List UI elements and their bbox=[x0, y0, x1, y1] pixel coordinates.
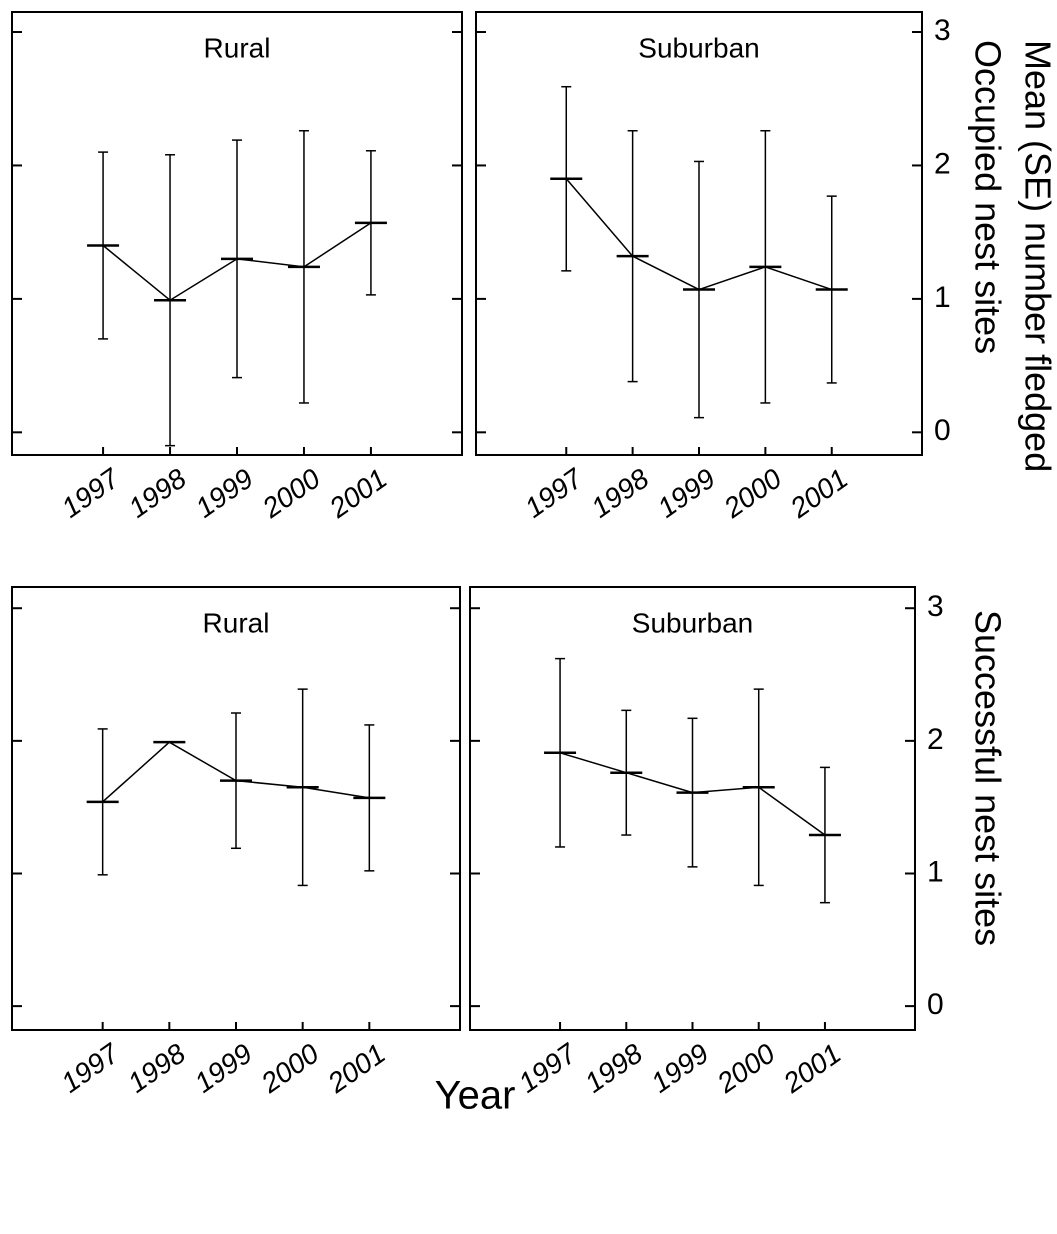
panel-title: Suburban bbox=[632, 607, 753, 638]
y-tick-label: 2 bbox=[934, 147, 951, 180]
row-label: Occupied nest sites bbox=[967, 40, 1008, 354]
panel-title: Rural bbox=[203, 607, 270, 638]
x-tick-label: 1997 bbox=[519, 462, 589, 524]
x-tick-label: 1997 bbox=[513, 1037, 583, 1099]
x-tick-label: 1998 bbox=[123, 462, 192, 523]
row-label: Successful nest sites bbox=[967, 610, 1008, 946]
x-tick-label: 2001 bbox=[784, 463, 854, 525]
x-tick-label: 1998 bbox=[122, 1037, 191, 1098]
x-tick-label: 1999 bbox=[189, 1038, 258, 1099]
y-tick-label: 1 bbox=[927, 855, 944, 888]
x-tick-label: 2001 bbox=[323, 463, 393, 525]
y-axis-label: Mean (SE) number fledged bbox=[1017, 40, 1057, 472]
x-tick-label: 2000 bbox=[717, 462, 787, 524]
x-tick-label: 1999 bbox=[652, 463, 721, 524]
x-tick-label: 2000 bbox=[711, 1037, 781, 1099]
x-tick-label: 1998 bbox=[579, 1037, 648, 1098]
y-tick-label: 3 bbox=[934, 14, 951, 47]
x-tick-label: 1997 bbox=[56, 462, 126, 524]
panel-title: Suburban bbox=[638, 32, 759, 63]
x-tick-label: 1999 bbox=[190, 463, 259, 524]
x-tick-label: 2000 bbox=[255, 1037, 325, 1099]
panel-title: Rural bbox=[204, 32, 271, 63]
y-tick-label: 0 bbox=[927, 988, 944, 1021]
x-tick-label: 1999 bbox=[645, 1038, 714, 1099]
x-tick-label: 2001 bbox=[321, 1038, 391, 1100]
x-axis-label: Year bbox=[435, 1074, 516, 1118]
x-tick-label: 1998 bbox=[586, 462, 655, 523]
y-tick-label: 2 bbox=[927, 723, 944, 756]
x-tick-label: 1997 bbox=[56, 1037, 126, 1099]
x-tick-label: 2001 bbox=[777, 1038, 847, 1100]
y-tick-label: 3 bbox=[927, 590, 944, 623]
x-tick-label: 2000 bbox=[256, 462, 326, 524]
y-tick-label: 0 bbox=[934, 414, 951, 447]
y-tick-label: 1 bbox=[934, 281, 951, 314]
